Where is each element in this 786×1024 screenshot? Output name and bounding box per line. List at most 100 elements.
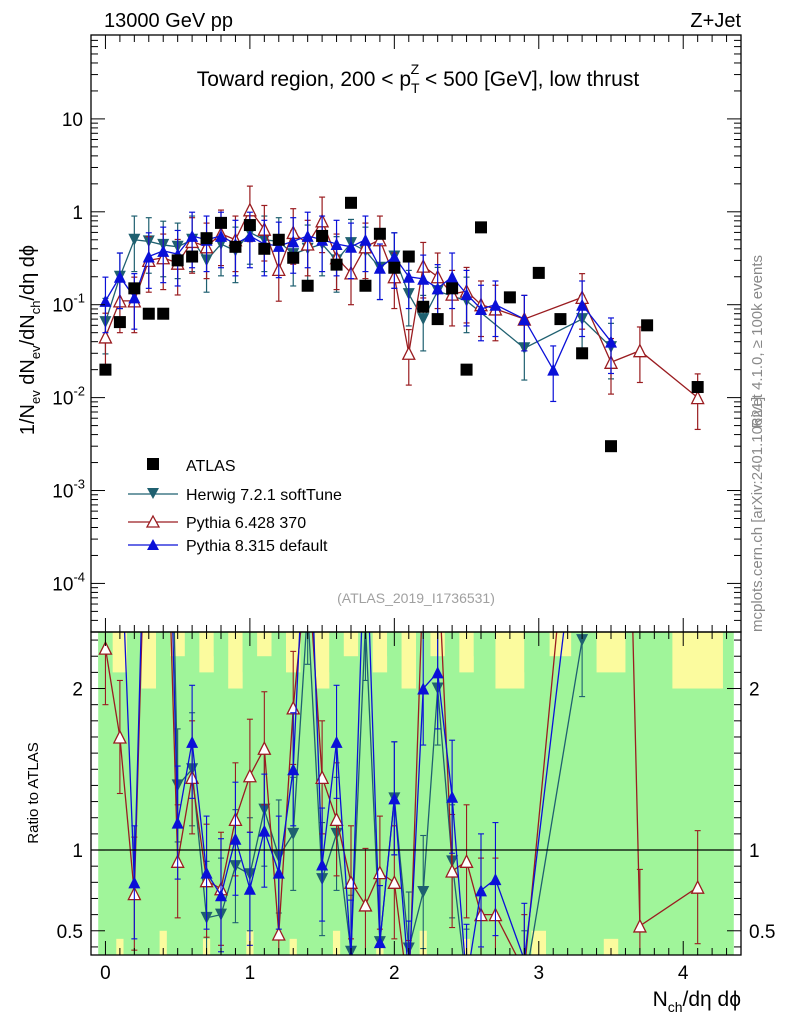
ratio-point (329, 811, 344, 826)
atlas-point (402, 250, 415, 263)
band-segment (213, 632, 229, 657)
ratio-point (475, 884, 487, 897)
atlas-point (272, 233, 285, 246)
main-point (431, 282, 444, 295)
atlas-point (171, 254, 184, 267)
atlas-point (554, 313, 567, 326)
main-point (401, 345, 416, 360)
main-point (128, 291, 141, 304)
main-point (113, 270, 126, 283)
atlas-point (576, 347, 589, 360)
main-point (518, 313, 531, 326)
ratio-point (128, 876, 141, 889)
ratio-point (358, 897, 373, 912)
ratio-point (302, 602, 314, 614)
main-point (301, 229, 314, 242)
ratio-point (576, 473, 588, 485)
main-point (272, 239, 285, 252)
ratio-point (200, 866, 213, 879)
main-point (446, 270, 459, 283)
plot-title: Toward region, 200 < pTZ < 500 [GeV], lo… (197, 61, 640, 96)
atlas-point (475, 221, 487, 234)
ratio-point (272, 866, 285, 879)
ratio-point (518, 981, 530, 993)
legend-atlas-marker (147, 458, 159, 470)
atlas-point (359, 279, 372, 292)
atlas-point (330, 258, 343, 271)
ratio-point (690, 879, 705, 894)
main-point (345, 240, 357, 253)
ratio-point (403, 972, 415, 984)
legend-herwig-label: Herwig 7.2.1 softTune (186, 487, 342, 504)
main-point (460, 288, 473, 301)
ratio-point (432, 545, 444, 557)
band-segment (242, 632, 258, 673)
band-segment (127, 632, 142, 657)
ratio-point (157, 117, 169, 129)
ratio-series-line (173, 632, 583, 955)
atlas-point (128, 282, 141, 295)
band-segment (159, 930, 167, 955)
main-point (417, 272, 430, 285)
rivet-label: Rivet 4.1.0, ≥ 100k events (749, 255, 766, 428)
atlas-point (301, 279, 314, 292)
legend-pythia8-marker (147, 539, 159, 550)
ratio-point (114, 505, 126, 517)
band-segment (603, 938, 619, 955)
ratio-series-layer (98, 117, 705, 993)
ratio-point (518, 965, 530, 977)
ratio-point (461, 980, 473, 992)
x-tick-label: 3 (533, 963, 544, 984)
atlas-point (157, 307, 170, 320)
main-point (547, 363, 560, 376)
atlas-point (229, 240, 242, 253)
main-point (388, 250, 401, 263)
band-segment (332, 930, 341, 955)
legend-herwig-marker (147, 488, 159, 499)
atlas-point (388, 261, 401, 274)
ratio-point (417, 886, 430, 899)
ratio-y-tick-label-right: 1 (749, 841, 760, 862)
band-segment (329, 632, 344, 673)
ratio-point (215, 889, 227, 902)
ratio-point (417, 682, 430, 695)
atlas-point (345, 196, 357, 209)
atlas-point (142, 307, 155, 320)
ratio-point (489, 873, 502, 886)
ratio-point (186, 735, 199, 748)
main-point (359, 233, 372, 246)
ratio-point (445, 863, 460, 878)
main-point (576, 298, 589, 311)
ratio-point (576, 634, 589, 647)
main-point (402, 270, 415, 283)
atlas-point (691, 381, 704, 394)
band-segment (116, 938, 124, 955)
ratio-point (242, 768, 257, 783)
main-y-tick-label: 10-4 (52, 569, 85, 595)
main-point (632, 343, 647, 358)
ratio-frame (90, 631, 742, 956)
band-segment (271, 632, 286, 689)
legend-atlas-label: ATLAS (186, 458, 236, 475)
main-series-layer (98, 185, 705, 453)
x-tick-label: 4 (678, 963, 689, 984)
ratio-point (98, 640, 113, 655)
main-series-line (104, 235, 612, 372)
ratio-point (459, 853, 474, 868)
main-point (605, 335, 617, 348)
main-y-tick-label: 1 (72, 203, 83, 224)
ratio-point (271, 926, 286, 941)
ratio-point (359, 505, 371, 517)
ratio-y-tick-label: 2 (72, 680, 83, 701)
band-segment (289, 938, 297, 955)
band-segment (459, 632, 474, 673)
x-axis-label: Nch/dη dϕ (653, 988, 741, 1015)
ratio-point (128, 456, 140, 468)
main-point (417, 313, 430, 326)
legend-pythia8-label: Pythia 8.315 default (186, 538, 328, 555)
atlas-point (243, 219, 256, 232)
atlas-point (605, 440, 617, 453)
process-label: Z+Jet (690, 10, 741, 32)
legend: ATLAS Herwig 7.2.1 softTune Pythia 6.428… (128, 458, 342, 555)
ratio-point (243, 882, 256, 895)
